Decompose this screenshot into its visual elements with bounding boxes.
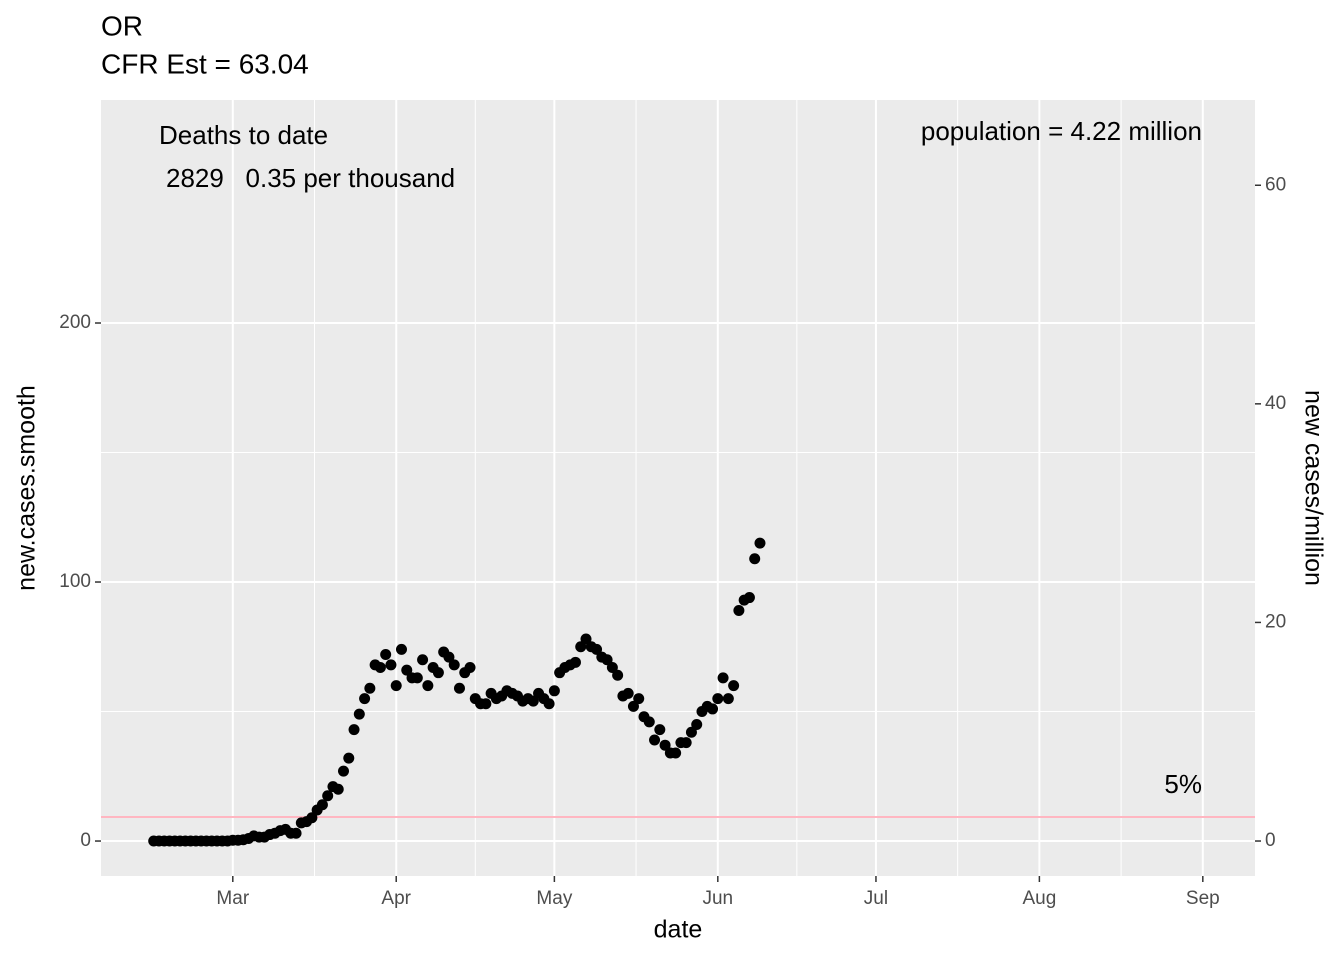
- point: [353, 708, 365, 720]
- y-axis-title: new.cases.smooth: [13, 385, 41, 591]
- marks: [101, 537, 1255, 847]
- point: [707, 703, 719, 715]
- point: [659, 739, 671, 751]
- x-tick-label: Jun: [702, 888, 733, 909]
- y2-tick-label: 60: [1265, 174, 1286, 195]
- point: [649, 734, 661, 746]
- point: [580, 633, 592, 645]
- point: [395, 643, 407, 655]
- x-tick-label: Mar: [216, 888, 249, 909]
- point: [364, 682, 376, 694]
- point: [374, 661, 386, 673]
- panel: [101, 100, 1255, 876]
- point: [543, 698, 555, 710]
- point: [417, 654, 429, 666]
- point: [316, 799, 328, 811]
- point: [390, 680, 402, 692]
- point: [411, 672, 423, 684]
- point: [480, 698, 492, 710]
- grid: [101, 100, 1255, 876]
- point: [591, 643, 603, 655]
- point: [691, 718, 703, 730]
- y2-tick-label: 40: [1265, 393, 1286, 414]
- point: [606, 661, 618, 673]
- x-tick-label: Jul: [864, 888, 888, 909]
- point: [633, 693, 645, 705]
- point: [670, 747, 682, 759]
- point: [612, 669, 624, 681]
- x-axis-title: date: [654, 916, 703, 944]
- point: [432, 667, 444, 679]
- point: [680, 737, 692, 749]
- point: [332, 783, 344, 795]
- point: [453, 682, 465, 694]
- point: [548, 685, 560, 697]
- y-tick-label: 0: [80, 830, 91, 851]
- point: [401, 664, 413, 676]
- point: [749, 553, 761, 565]
- point: [728, 680, 740, 692]
- y-tick-label: 200: [59, 312, 91, 333]
- y2-tick-label: 20: [1265, 611, 1286, 632]
- x-tick-label: Aug: [1022, 888, 1056, 909]
- reference-label: 5%: [1164, 769, 1202, 799]
- point: [743, 592, 755, 604]
- point: [717, 672, 729, 684]
- point: [448, 659, 460, 671]
- point: [627, 700, 639, 712]
- point: [338, 765, 350, 777]
- point: [622, 687, 634, 699]
- point: [569, 656, 581, 668]
- y2-tick-label: 0: [1265, 830, 1276, 851]
- point: [754, 537, 766, 549]
- point: [422, 680, 434, 692]
- y-tick-label: 100: [59, 571, 91, 592]
- annotation: 2829 0.35 per thousand: [166, 163, 455, 193]
- point: [380, 649, 392, 661]
- point: [712, 693, 724, 705]
- point: [527, 695, 539, 707]
- point: [322, 790, 334, 802]
- point: [643, 716, 655, 728]
- point: [306, 812, 318, 824]
- point: [575, 641, 587, 653]
- point: [722, 693, 734, 705]
- point: [348, 724, 360, 736]
- point: [290, 827, 302, 839]
- x-tick-label: Apr: [381, 888, 411, 909]
- point: [385, 659, 397, 671]
- point: [733, 605, 745, 617]
- point: [464, 661, 476, 673]
- point: [685, 726, 697, 738]
- y2-axis-title: new cases/million: [1299, 390, 1327, 586]
- point: [359, 693, 371, 705]
- point: [443, 651, 455, 663]
- x-tick-label: May: [536, 888, 572, 909]
- chart-subtitle: CFR Est = 63.04: [101, 48, 309, 79]
- annotation: population = 4.22 million: [921, 116, 1202, 146]
- point: [601, 654, 613, 666]
- point: [654, 724, 666, 736]
- x-tick-label: Sep: [1186, 888, 1220, 909]
- annotation: Deaths to date: [159, 120, 328, 150]
- chart-title: OR: [101, 10, 143, 41]
- point: [343, 752, 355, 764]
